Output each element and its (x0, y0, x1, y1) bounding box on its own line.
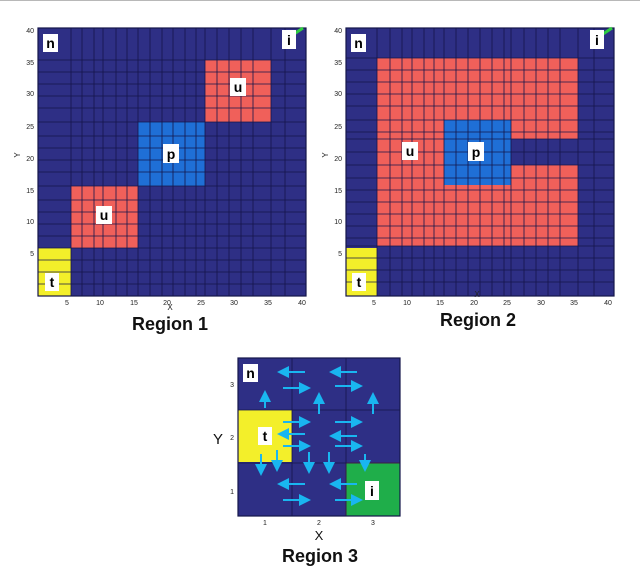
svg-text:25: 25 (503, 300, 511, 305)
region2-grid (346, 28, 614, 296)
svg-text:t: t (50, 274, 55, 290)
svg-text:30: 30 (537, 300, 545, 305)
region3-diagram: n t i 1 2 3 1 2 3 Y X (213, 357, 401, 543)
region1-label-t: t (45, 273, 59, 291)
svg-text:10: 10 (96, 300, 104, 305)
svg-text:20: 20 (470, 300, 478, 305)
svg-text:5: 5 (30, 251, 34, 258)
svg-text:i: i (370, 483, 374, 499)
region2-diagram: n i t u p 5 10 15 20 25 30 35 40 5 10 15… (321, 26, 615, 305)
region1-label-i: i (282, 30, 296, 49)
svg-text:30: 30 (230, 300, 238, 305)
region1-label-p: p (163, 144, 179, 163)
svg-text:5: 5 (338, 251, 342, 258)
region2-x-label: X (474, 290, 480, 299)
svg-text:t: t (263, 428, 268, 444)
svg-text:25: 25 (334, 124, 342, 131)
region2-x-ticks: 5 10 15 20 25 30 35 40 (372, 300, 612, 305)
svg-text:2: 2 (317, 520, 321, 527)
svg-text:30: 30 (334, 91, 342, 98)
region1-x-label: X (167, 303, 173, 312)
svg-text:n: n (354, 35, 363, 51)
svg-text:n: n (46, 35, 55, 51)
svg-text:30: 30 (26, 91, 34, 98)
svg-text:35: 35 (334, 60, 342, 67)
svg-text:10: 10 (26, 219, 34, 226)
svg-text:20: 20 (163, 300, 171, 305)
svg-text:u: u (234, 79, 243, 95)
region3-x-label: X (315, 528, 324, 543)
svg-text:i: i (287, 32, 291, 48)
region2-label-n: n (351, 34, 366, 52)
svg-text:1: 1 (230, 489, 234, 496)
svg-text:5: 5 (372, 300, 376, 305)
region3-arrows (255, 366, 379, 506)
region3-y-label: Y (213, 431, 223, 448)
svg-text:1: 1 (263, 520, 267, 527)
svg-text:t: t (357, 274, 362, 290)
svg-text:i: i (595, 32, 599, 48)
region3-label-n: n (243, 364, 258, 382)
region1-label-u-lower: u (96, 206, 112, 224)
svg-text:25: 25 (26, 124, 34, 131)
region2-label-p: p (468, 142, 484, 161)
region1-y-ticks: 5 10 15 20 25 30 35 40 (26, 28, 34, 258)
svg-text:35: 35 (26, 60, 34, 67)
svg-text:10: 10 (403, 300, 411, 305)
region3-caption: Region 3 (281, 546, 358, 566)
region1-y-label: Y (13, 152, 22, 158)
region1-caption: Region 1 (131, 314, 208, 334)
region3-label-t: t (258, 427, 272, 445)
svg-text:p: p (472, 144, 481, 160)
svg-text:n: n (246, 365, 255, 381)
region3-y-ticks: 1 2 3 (230, 382, 234, 496)
svg-text:15: 15 (130, 300, 138, 305)
region2-y-ticks: 5 10 15 20 25 30 35 40 (334, 28, 342, 258)
svg-text:u: u (100, 207, 109, 223)
region2-label-u: u (402, 142, 418, 160)
region1-label-n: n (43, 34, 58, 52)
region1-x-ticks: 5 10 15 20 25 30 35 40 (65, 300, 306, 305)
svg-text:15: 15 (26, 188, 34, 195)
svg-text:3: 3 (371, 520, 375, 527)
svg-text:3: 3 (230, 382, 234, 389)
svg-text:35: 35 (264, 300, 272, 305)
svg-text:25: 25 (197, 300, 205, 305)
region2-corner-mark (602, 26, 613, 36)
region2-label-i: i (590, 30, 604, 49)
region1-label-u-upper: u (230, 78, 246, 96)
region1-diagram: n i t u p u 5 10 15 20 25 30 35 40 5 10 … (13, 26, 307, 305)
svg-text:p: p (167, 146, 176, 162)
region3-x-ticks: 1 2 3 (263, 520, 375, 527)
region2-caption: Region 2 (439, 310, 516, 330)
svg-text:15: 15 (334, 188, 342, 195)
svg-text:u: u (406, 143, 415, 159)
region2-label-t: t (352, 273, 366, 291)
svg-text:10: 10 (334, 219, 342, 226)
svg-text:40: 40 (334, 28, 342, 35)
svg-text:2: 2 (230, 435, 234, 442)
region3-label-i: i (365, 481, 379, 500)
svg-text:5: 5 (65, 300, 69, 305)
svg-text:20: 20 (26, 156, 34, 163)
region2-y-label: Y (321, 152, 330, 158)
svg-text:40: 40 (26, 28, 34, 35)
svg-text:20: 20 (334, 156, 342, 163)
svg-text:35: 35 (570, 300, 578, 305)
svg-text:15: 15 (436, 300, 444, 305)
top-rule (0, 0, 640, 1)
svg-text:40: 40 (604, 300, 612, 305)
svg-text:40: 40 (298, 300, 306, 305)
